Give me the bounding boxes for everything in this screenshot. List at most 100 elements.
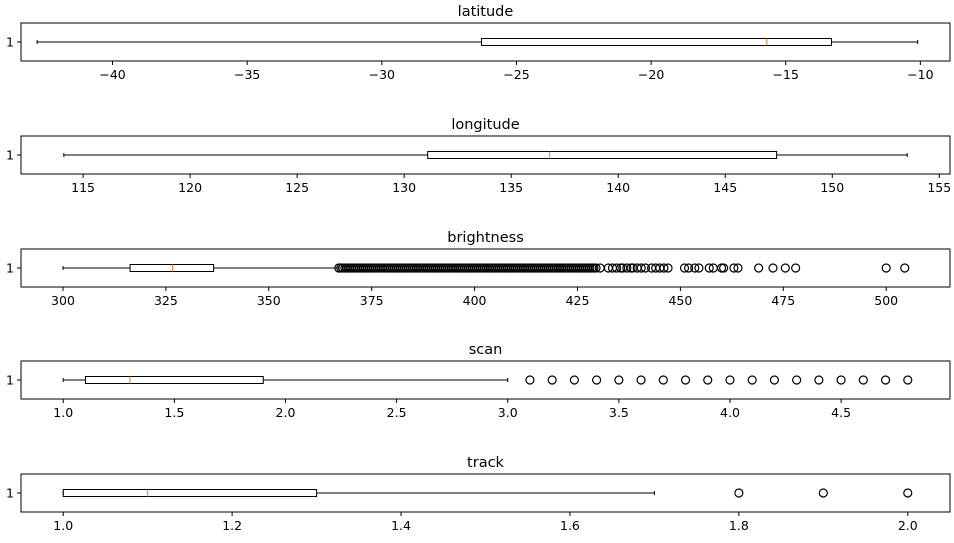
panel-brightness: brightness 1 300 325 350 375 400 425 450 475 500	[6, 230, 951, 308]
x-tick-label: 475	[771, 293, 795, 308]
outlier-point	[903, 488, 913, 498]
outlier-point	[680, 375, 691, 385]
x-tick-label: 2.0	[898, 518, 918, 533]
y-tick-label: 1	[6, 261, 14, 276]
x-tick-label: 375	[360, 293, 384, 308]
outlier-point	[694, 263, 704, 273]
iqr-box	[62, 489, 318, 497]
x-tick-label: 135	[499, 180, 523, 195]
x-tick-label: 4.5	[831, 405, 851, 420]
outlier-point	[880, 375, 891, 385]
y-tick-label: 1	[6, 148, 14, 163]
outlier-point	[814, 375, 824, 385]
y-tick-label: 1	[6, 373, 14, 388]
iqr-box	[480, 38, 833, 46]
x-tick-label: 3.5	[609, 405, 629, 420]
outlier-point	[768, 263, 778, 273]
x-tick-label: 115	[71, 180, 95, 195]
x-tick-label: 3.0	[498, 405, 518, 420]
x-tick-label: 2.5	[387, 405, 407, 420]
x-tick-label: 1.8	[729, 518, 749, 533]
outlier-point	[591, 263, 601, 273]
outlier-point	[684, 263, 694, 273]
outlier-point	[636, 263, 646, 273]
x-tick-label: 150	[820, 180, 844, 195]
x-tick-label: 1.5	[164, 405, 184, 420]
x-tick-label: 450	[668, 293, 692, 308]
x-tick-label: 300	[51, 293, 75, 308]
outlier-point	[679, 263, 690, 273]
x-tick-label: 400	[463, 293, 487, 308]
outlier-point	[703, 375, 713, 385]
x-tick-label: −30	[369, 67, 395, 82]
outlier-point	[729, 263, 739, 273]
iqr-box	[84, 376, 264, 384]
outlier-point	[719, 263, 729, 273]
outlier-point	[690, 263, 700, 273]
x-tick-label: 325	[154, 293, 178, 308]
outlier-point	[569, 375, 579, 385]
panel-title: track	[467, 455, 505, 471]
outlier-point	[769, 375, 780, 385]
x-tick-label: −15	[773, 67, 799, 82]
panel-title: brightness	[447, 230, 524, 246]
x-tick-label: 500	[874, 293, 898, 308]
x-tick-label: 120	[178, 180, 202, 195]
panel-title: scan	[469, 342, 503, 358]
outlier-point	[881, 263, 891, 273]
iqr-box	[129, 264, 215, 272]
x-tick-label: −25	[503, 67, 529, 82]
x-tick-label: 145	[713, 180, 737, 195]
panel-scan: scan 1 1.0 1.5 2.0 2.5 3.0 3.5 4.0 4.5	[6, 342, 951, 420]
x-tick-label: −10	[907, 67, 933, 82]
outlier-point	[592, 375, 602, 385]
outlier-point	[725, 375, 735, 385]
outlier-point	[547, 375, 557, 385]
outlier-point	[622, 263, 632, 273]
outlier-point	[900, 263, 910, 273]
x-tick-label: 155	[927, 180, 951, 195]
panel-track: track 1 1.0 1.2 1.4 1.6 1.8 2.0	[6, 455, 951, 533]
x-tick-label: −20	[638, 67, 664, 82]
x-tick-label: 1.0	[53, 518, 73, 533]
panel-title: longitude	[451, 117, 519, 133]
outlier-point	[792, 375, 802, 385]
outlier-point	[640, 263, 651, 273]
x-tick-label: 4.0	[720, 405, 740, 420]
panel-latitude: latitude 1 −40 −35 −30 −25 −20 −15 −10	[6, 4, 951, 82]
panel-longitude: longitude 1 115 120 125 130 135 140 145 150 155	[6, 117, 951, 195]
outlier-point	[791, 263, 801, 273]
outlier-point	[903, 375, 913, 385]
outlier-point	[611, 263, 622, 273]
outlier-point	[663, 263, 673, 273]
x-tick-label: 1.6	[560, 518, 580, 533]
outlier-point	[734, 488, 744, 498]
outlier-point	[704, 263, 714, 273]
y-tick-label: 1	[6, 486, 14, 501]
x-tick-label: 350	[257, 293, 281, 308]
x-tick-label: 125	[285, 180, 309, 195]
x-tick-label: −40	[99, 67, 125, 82]
panel-title: latitude	[458, 4, 514, 20]
outlier-point	[818, 488, 828, 498]
x-tick-label: 1.0	[53, 405, 73, 420]
outlier-point	[836, 375, 846, 385]
outlier-point	[858, 375, 868, 385]
x-tick-label: 1.2	[222, 518, 242, 533]
iqr-box	[427, 151, 778, 159]
y-tick-label: 1	[6, 35, 14, 50]
x-tick-label: 1.4	[391, 518, 411, 533]
outlier-point	[733, 263, 743, 273]
x-tick-label: −35	[234, 67, 260, 82]
x-tick-label: 425	[566, 293, 590, 308]
outlier-point	[614, 375, 624, 385]
outlier-point	[659, 263, 669, 273]
x-tick-label: 140	[606, 180, 630, 195]
outlier-point	[754, 263, 764, 273]
outlier-point	[636, 375, 646, 385]
x-tick-label: 2.0	[276, 405, 296, 420]
outlier-point	[747, 375, 757, 385]
outlier-point	[525, 375, 535, 385]
outlier-point	[658, 375, 668, 385]
